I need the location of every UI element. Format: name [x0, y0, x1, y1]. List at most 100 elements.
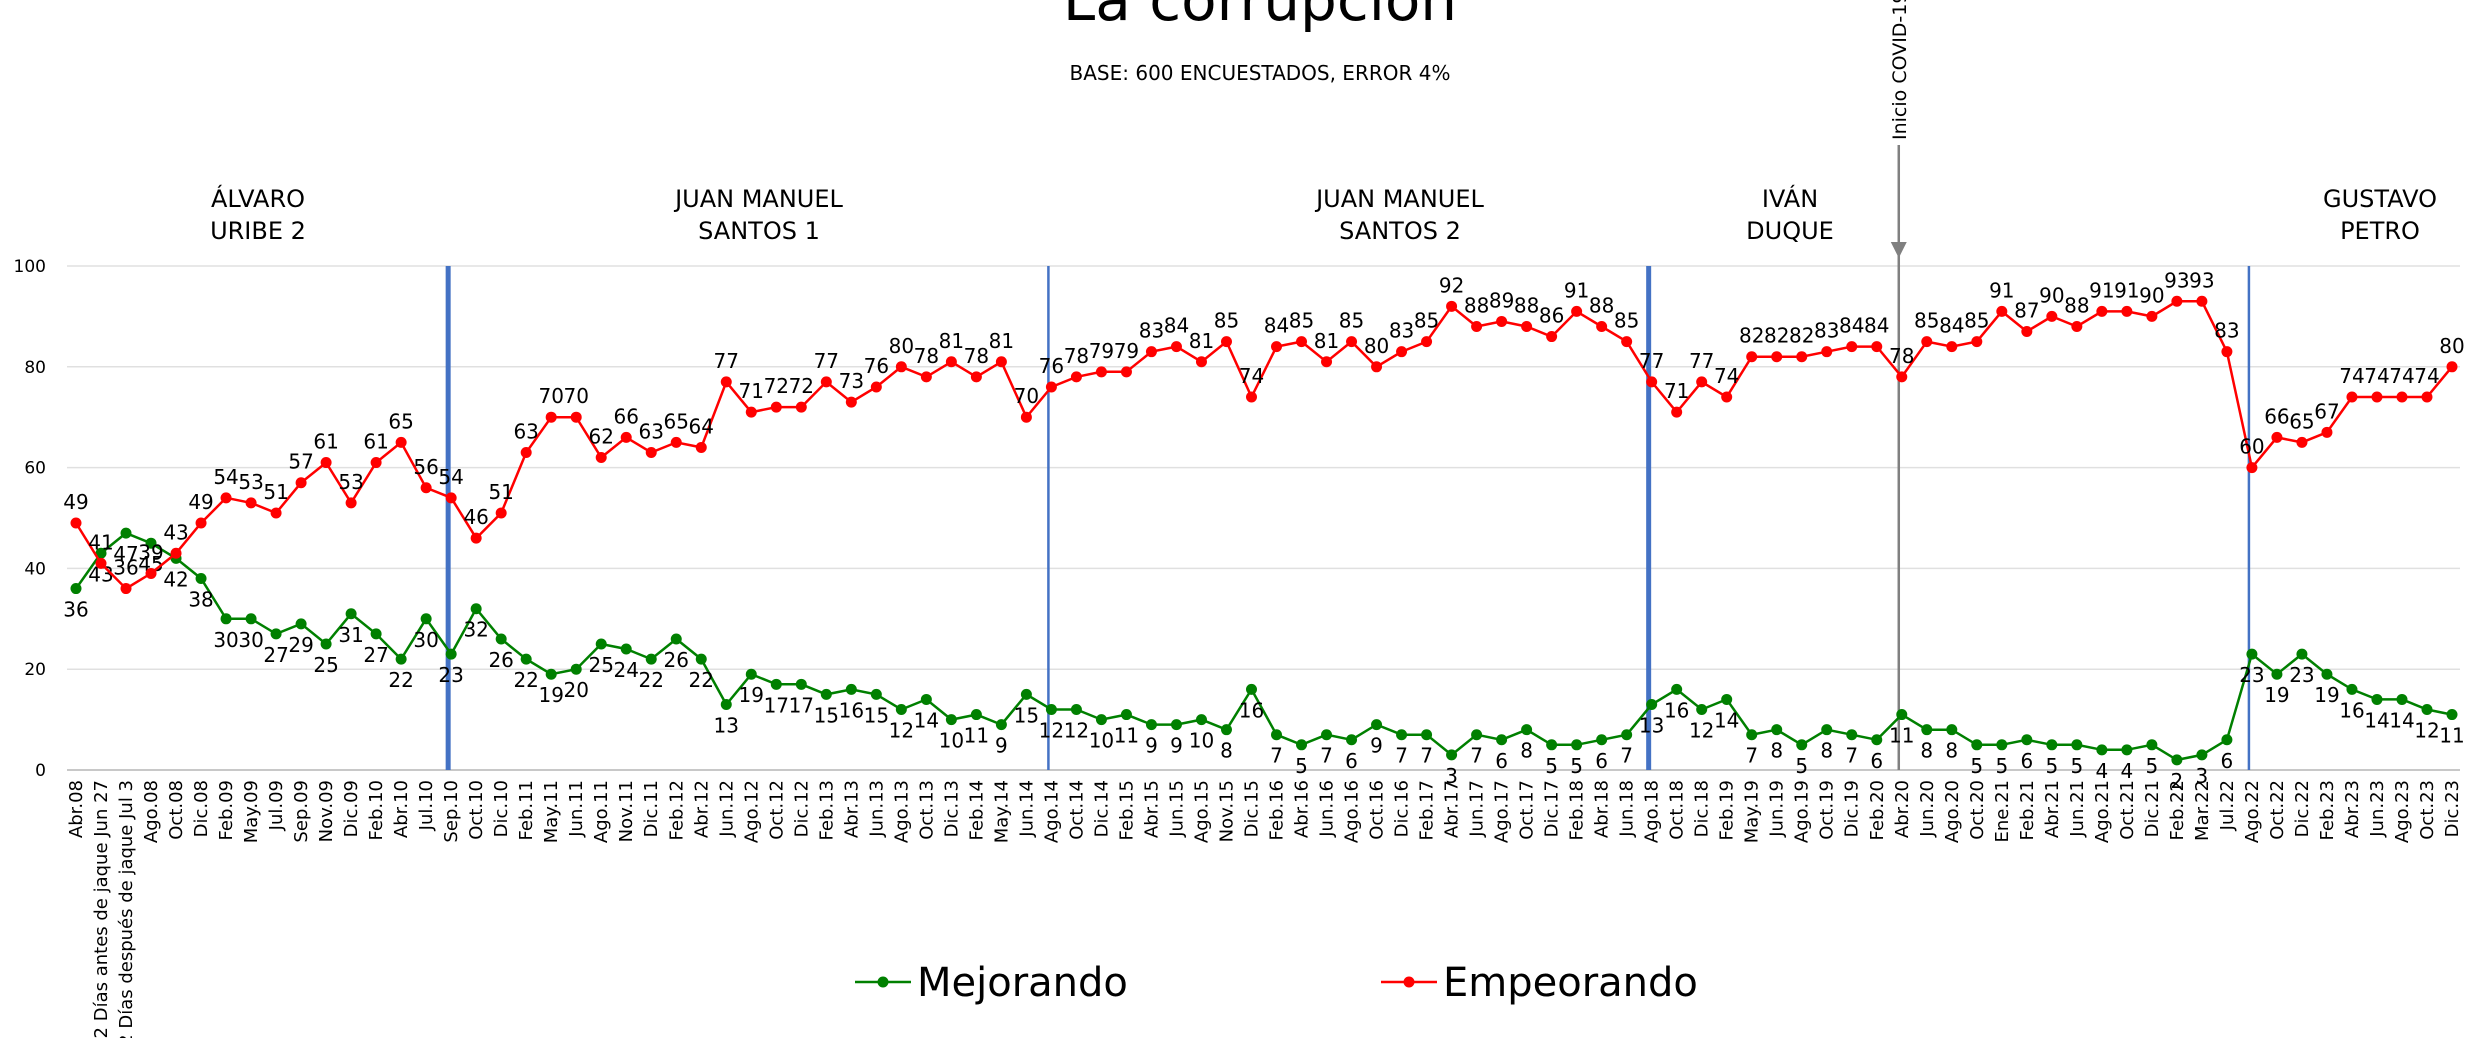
data-label: 31 — [338, 623, 363, 647]
data-point — [1871, 341, 1883, 353]
x-tick-label: Oct.12 — [766, 780, 787, 840]
data-label: 6 — [2221, 749, 2234, 773]
data-label: 86 — [1539, 304, 1564, 328]
x-tick-label: Ago.18 — [1642, 780, 1663, 843]
data-point — [1946, 724, 1958, 736]
data-label: 72 — [789, 374, 814, 398]
data-point — [1496, 734, 1508, 746]
data-label: 83 — [1139, 319, 1164, 343]
data-point — [1671, 683, 1683, 695]
data-label: 11 — [1889, 724, 1914, 748]
data-point — [2296, 648, 2308, 660]
data-point — [1921, 724, 1933, 736]
data-label: 83 — [2214, 319, 2239, 343]
data-point — [1446, 300, 1458, 312]
data-point — [2221, 734, 2233, 746]
data-point — [320, 638, 332, 650]
data-point — [1371, 361, 1383, 373]
data-label: 20 — [563, 678, 588, 702]
x-tick-label: Feb.19 — [1717, 780, 1738, 841]
data-point — [520, 446, 532, 458]
data-label: 82 — [1739, 324, 1764, 348]
period-label: JUAN MANUEL — [673, 185, 843, 213]
data-point — [195, 572, 207, 584]
data-point — [1796, 739, 1808, 751]
data-label: 77 — [814, 349, 839, 373]
data-point — [395, 436, 407, 448]
data-point — [2171, 754, 2183, 766]
data-point — [1696, 704, 1708, 716]
data-point — [1821, 346, 1833, 358]
data-point — [2046, 739, 2058, 751]
data-point — [2246, 462, 2258, 474]
x-tick-label: Dic.16 — [1392, 780, 1413, 837]
data-point — [2321, 426, 2333, 438]
x-tick-label: Nov.15 — [1216, 780, 1237, 842]
data-point — [1271, 729, 1283, 741]
data-label: 88 — [1464, 293, 1489, 317]
data-label: 2 — [2171, 769, 2184, 793]
covid-arrow — [1890, 242, 1907, 258]
data-point — [1471, 729, 1483, 741]
data-point — [545, 411, 557, 423]
data-label: 76 — [864, 354, 889, 378]
x-tick-label: Ago.16 — [1342, 780, 1363, 843]
data-label: 26 — [488, 648, 513, 672]
data-label: 89 — [1489, 288, 1514, 312]
period-label: JUAN MANUEL — [1314, 185, 1484, 213]
x-tick-label: May.14 — [991, 780, 1012, 843]
data-point — [670, 436, 682, 448]
data-point — [670, 633, 682, 645]
data-label: 14 — [2364, 708, 2389, 732]
x-tick-label: Oct.22 — [2267, 780, 2288, 840]
data-point — [145, 537, 157, 549]
data-label: 46 — [463, 505, 488, 529]
data-point — [1996, 305, 2008, 317]
data-point — [1621, 336, 1633, 348]
period-label: SANTOS 2 — [1339, 217, 1461, 245]
data-label: 7 — [1845, 744, 1858, 768]
data-label: 79 — [1114, 339, 1139, 363]
x-tick-label: Ago.19 — [1792, 780, 1813, 843]
data-point — [220, 613, 232, 625]
data-label: 8 — [1945, 739, 1958, 763]
data-label: 25 — [588, 653, 613, 677]
x-tick-label: Jun.20 — [1917, 780, 1938, 838]
data-label: 65 — [388, 409, 413, 433]
data-point — [2196, 749, 2208, 761]
data-label: 66 — [2264, 404, 2289, 428]
y-tick-label: 0 — [35, 761, 46, 781]
data-label: 91 — [2114, 278, 2139, 302]
x-tick-label: Dic.12 — [791, 780, 812, 837]
data-label: 16 — [1239, 698, 1264, 722]
data-label: 67 — [2314, 399, 2339, 423]
data-label: 84 — [1839, 314, 1864, 338]
data-label: 71 — [739, 379, 764, 403]
data-point — [420, 482, 432, 494]
data-point — [2396, 693, 2408, 705]
data-label: 57 — [288, 450, 313, 474]
data-label: 80 — [1364, 334, 1389, 358]
data-label: 77 — [1639, 349, 1664, 373]
data-point — [2371, 391, 2383, 403]
data-point — [2146, 739, 2158, 751]
data-label: 5 — [1545, 754, 1558, 778]
data-label: 12 — [1689, 719, 1714, 743]
x-tick-label: Jun.23 — [2367, 780, 2388, 838]
data-label: 8 — [1920, 739, 1933, 763]
x-tick-label: Ago.13 — [891, 780, 912, 843]
x-tick-label: Feb.21 — [2017, 780, 2038, 841]
x-tick-label: Abr.10 — [391, 780, 412, 838]
legend-label: Mejorando — [917, 960, 1128, 1006]
data-label: 91 — [2089, 278, 2114, 302]
x-tick-label: Feb.14 — [966, 780, 987, 841]
x-tick-label: Abr.15 — [1141, 780, 1162, 838]
x-tick-label: Abr.18 — [1592, 780, 1613, 838]
x-tick-label: Abr.08 — [66, 780, 87, 838]
data-point — [1396, 346, 1408, 358]
x-tick-label: Ago.15 — [1191, 780, 1212, 843]
data-point — [920, 371, 932, 383]
data-label: 85 — [1214, 309, 1239, 333]
data-point — [1120, 366, 1132, 378]
data-point — [120, 583, 132, 595]
